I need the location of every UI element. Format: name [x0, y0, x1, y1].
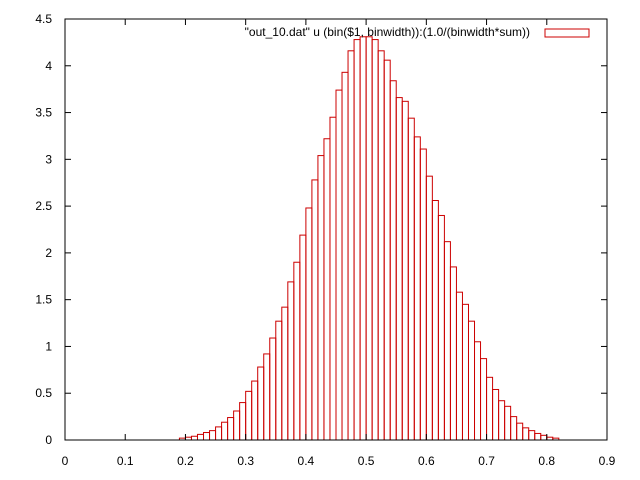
histogram-bar	[317, 155, 325, 441]
histogram-bar	[486, 376, 494, 441]
legend-swatch	[544, 28, 590, 38]
histogram-bar	[522, 427, 530, 441]
histogram-bar	[329, 116, 337, 441]
histogram-bar	[335, 89, 343, 441]
legend: "out_10.dat" u (bin($1, binwidth)):(1.0/…	[245, 25, 590, 39]
histogram-bar	[449, 266, 457, 441]
histogram-bar	[407, 117, 415, 441]
histogram-bar	[190, 435, 198, 441]
histogram-bar	[467, 320, 476, 441]
plot-frame	[64, 18, 608, 441]
y-tick-label: 4	[45, 59, 52, 73]
histogram-bar	[371, 39, 379, 441]
histogram-bar	[323, 138, 331, 441]
y-tick-label: 1.5	[35, 293, 52, 307]
histogram-bar	[275, 320, 283, 441]
histogram-bar	[540, 434, 548, 441]
x-tick-label: 0.7	[478, 454, 495, 468]
histogram-bar	[437, 214, 445, 441]
y-tick-label: 0.5	[35, 386, 52, 400]
histogram-bar	[461, 303, 469, 441]
histogram-bar	[293, 261, 301, 441]
histogram-bar	[401, 100, 409, 441]
x-tick-label: 0.9	[599, 454, 616, 468]
histogram-bar	[251, 380, 259, 441]
x-tick-label: 0.4	[298, 454, 315, 468]
histogram-bar	[419, 148, 427, 441]
histogram-bar	[498, 400, 506, 441]
histogram-bar	[311, 179, 319, 441]
histogram-bar	[341, 71, 349, 441]
x-tick-label: 0.8	[538, 454, 555, 468]
x-tick-label: 0.6	[418, 454, 435, 468]
y-tick-label: 3	[45, 152, 52, 166]
histogram-bar	[347, 50, 355, 441]
y-tick-label: 0	[45, 433, 52, 447]
histogram-bar	[203, 432, 211, 441]
legend-label: "out_10.dat" u (bin($1, binwidth)):(1.0/…	[245, 25, 530, 39]
histogram-bar	[227, 417, 235, 441]
x-tick-label: 0.3	[237, 454, 254, 468]
histogram-bar	[383, 59, 391, 441]
histogram-bar	[455, 291, 463, 441]
histogram-bar	[359, 36, 367, 441]
histogram-bar	[353, 39, 361, 441]
histogram-bar	[239, 402, 247, 441]
histogram-bar	[510, 416, 518, 441]
histogram-bar	[425, 175, 433, 441]
histogram-bar	[221, 421, 229, 441]
histogram-bar	[281, 306, 289, 441]
histogram-bar	[443, 241, 451, 441]
y-tick-label: 2.5	[35, 199, 52, 213]
axis-ticks: 0 0.1 0.2 0.3 0.4 0.5 0.6 0.7 0.8 0.9 0 0.5 1 1.5 2 2.5…	[35, 12, 615, 468]
histogram-bar	[287, 281, 295, 441]
histogram-bar	[480, 358, 488, 441]
histogram-bar	[299, 234, 307, 441]
y-tick-label: 1	[45, 339, 52, 353]
histogram-bar	[492, 388, 500, 441]
histogram-bar	[504, 405, 512, 441]
histogram-bar	[305, 207, 313, 441]
histogram-bar	[516, 422, 524, 441]
x-tick-label: 0.5	[358, 454, 375, 468]
histogram-bar	[245, 390, 253, 441]
histogram-bar	[209, 430, 217, 441]
histogram-bar	[269, 337, 277, 441]
histogram-bar	[377, 50, 385, 441]
histogram-bar	[389, 80, 397, 441]
y-tick-label: 3.5	[35, 106, 52, 120]
y-tick-label: 2	[45, 246, 52, 260]
histogram-bar	[365, 36, 373, 441]
histogram-bar	[257, 366, 265, 441]
x-tick-label: 0.1	[117, 454, 134, 468]
histogram-bar	[233, 410, 241, 441]
histogram-bar	[431, 200, 439, 441]
x-tick-label: 0	[62, 454, 69, 468]
histogram-bar	[215, 426, 223, 441]
histogram-bar	[474, 341, 482, 441]
bars-layer	[178, 36, 560, 441]
histogram-bar	[263, 353, 271, 441]
y-tick-label: 4.5	[35, 12, 52, 26]
histogram-bar	[395, 97, 403, 441]
histogram-bar	[413, 136, 421, 441]
x-tick-label: 0.2	[177, 454, 194, 468]
histogram-bar	[196, 433, 205, 441]
histogram-bar	[534, 432, 542, 441]
histogram-bar	[528, 430, 536, 441]
